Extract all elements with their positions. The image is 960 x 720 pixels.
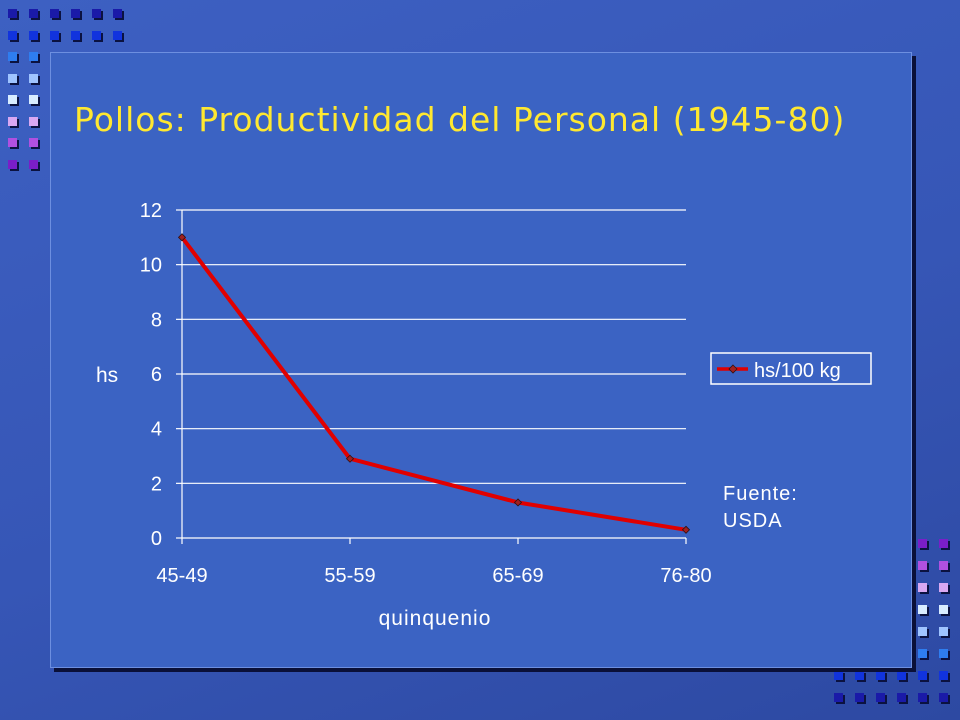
decorative-square — [8, 95, 17, 104]
decorative-square — [897, 671, 906, 680]
decorative-square — [8, 30, 17, 40]
decorative-square — [29, 73, 38, 83]
decorative-square — [8, 116, 17, 126]
decorative-square — [939, 561, 948, 570]
decorative-square — [29, 116, 38, 126]
decorative-square — [29, 95, 38, 104]
decorative-square — [29, 52, 38, 61]
decorative-square — [939, 605, 948, 614]
decorative-square — [834, 671, 843, 680]
source-label: Fuente: — [723, 483, 798, 505]
decorative-square — [918, 649, 927, 658]
decorative-square — [29, 159, 38, 169]
decorative-square — [918, 583, 927, 592]
slide-title: Pollos: Productividad del Personal (1945… — [74, 100, 846, 139]
decorative-square — [8, 9, 17, 18]
legend-marker — [728, 364, 738, 374]
x-tick-labels: 45-49 55-59 65-69 76-80 — [156, 565, 711, 587]
decorative-square — [918, 539, 927, 548]
x-tick-label: 76-80 — [660, 565, 711, 587]
gridlines — [176, 209, 686, 539]
series-group — [177, 233, 691, 534]
y-tick-label: 6 — [151, 364, 162, 386]
decorative-square — [834, 693, 843, 702]
y-tick-label: 0 — [151, 528, 162, 550]
decorative-square — [939, 693, 948, 702]
decorative-square — [939, 539, 948, 548]
decorative-square — [29, 138, 38, 147]
decorative-square — [92, 30, 101, 40]
y-tick-label: 12 — [140, 200, 162, 222]
decorative-square — [29, 9, 38, 18]
data-point — [177, 233, 187, 242]
decorative-square — [50, 30, 59, 40]
decorative-square — [918, 605, 927, 614]
x-tick-label: 55-59 — [324, 565, 375, 587]
data-point — [681, 525, 691, 534]
series-line — [180, 236, 687, 532]
axes — [181, 210, 687, 544]
decorative-square — [71, 9, 80, 18]
x-axis-title: quinquenio — [379, 607, 492, 630]
decorative-square — [918, 671, 927, 680]
legend-box — [710, 352, 872, 385]
decorative-square — [939, 649, 948, 658]
y-tick-label: 2 — [151, 473, 162, 495]
decorative-square — [939, 627, 948, 636]
decorative-square — [918, 627, 927, 636]
decorative-square — [29, 30, 38, 40]
data-point — [513, 498, 523, 507]
decorative-square — [113, 30, 122, 40]
decorative-square — [918, 693, 927, 702]
decorative-square — [918, 561, 927, 570]
decorative-square — [855, 693, 864, 702]
y-tick-label: 4 — [151, 419, 162, 441]
x-tick-label: 45-49 — [156, 565, 207, 587]
data-point — [345, 454, 355, 463]
decorative-square — [855, 671, 864, 680]
source-value: USDA — [723, 510, 783, 532]
decorative-square — [50, 9, 59, 18]
legend: hs/100 kg — [710, 352, 872, 385]
legend-label: hs/100 kg — [754, 360, 841, 382]
decorative-square — [8, 159, 17, 169]
decorative-square — [939, 671, 948, 680]
decorative-square — [8, 73, 17, 83]
decorative-square — [876, 671, 885, 680]
y-tick-labels: 0 2 4 6 8 10 12 — [140, 200, 162, 550]
decorative-square — [92, 9, 101, 18]
decorative-square — [113, 9, 122, 18]
decorative-square — [939, 583, 948, 592]
source-note: Fuente: USDA — [723, 481, 798, 535]
decorative-square — [876, 693, 885, 702]
y-tick-label: 10 — [140, 255, 162, 277]
decorative-square — [8, 52, 17, 61]
decorative-square — [897, 693, 906, 702]
x-tick-label: 65-69 — [492, 565, 543, 587]
y-axis-title: hs — [96, 364, 118, 387]
decorative-square — [71, 30, 80, 40]
decorative-square — [8, 138, 17, 147]
y-tick-label: 8 — [151, 309, 162, 331]
